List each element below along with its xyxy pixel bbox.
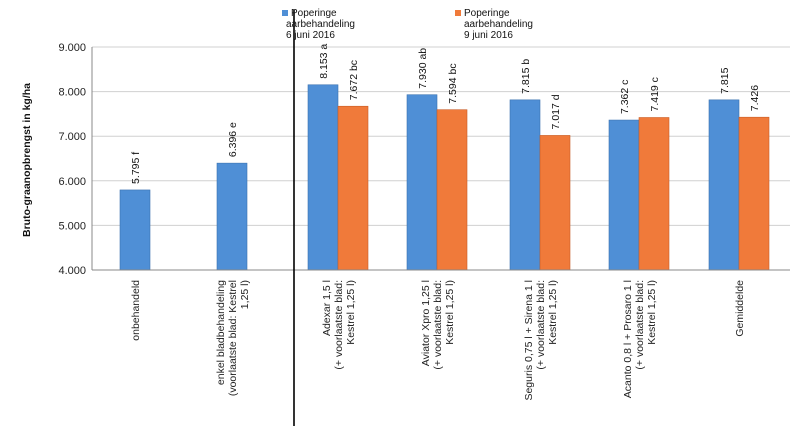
bar-series-2: [638, 117, 670, 271]
category-label: Aviator Xpro 1,25 l(+ voorlaatste blad:K…: [420, 280, 456, 370]
bars: [119, 84, 770, 271]
data-label: 7.426: [749, 85, 761, 111]
data-label: 5.795 f: [130, 152, 142, 184]
data-label: 7.362 c: [619, 80, 631, 114]
bar-series-1: [119, 189, 151, 271]
bar-series-1: [406, 94, 438, 271]
y-axis-title: Bruto-graanopbrengst in kg/ha: [21, 83, 33, 237]
y-tick-label: 9.000: [58, 42, 86, 54]
y-tick-label: 6.000: [58, 176, 86, 188]
data-labels: 5.795 f 6.396 e 8.153 a 7.672 bc 7.930 ab 7.5…: [130, 44, 761, 184]
y-tick-label: 7.000: [58, 131, 86, 143]
data-label: 7.815: [719, 67, 731, 93]
bar-series-2: [738, 116, 770, 271]
bar-series-1: [509, 99, 541, 271]
data-label: 8.153 a: [318, 44, 330, 79]
data-label: 7.930 ab: [417, 48, 429, 89]
y-tick-label: 8.000: [58, 87, 86, 99]
category-labels: onbehandeld enkel bladbehandeling(voorlaa…: [130, 280, 746, 401]
bar-series-2: [436, 109, 468, 271]
category-label: onbehandeld: [130, 280, 142, 341]
category-label: Adexar 1,5 l(+ voorlaatste blad:Kestrel …: [321, 280, 357, 370]
y-tick-labels: 4.000 5.000 6.000 7.000 8.000 9.000: [58, 42, 86, 277]
legend-entry: Poperinge aarbehandeling 6 juni 2016: [286, 8, 355, 41]
legend-entry: Poperinge aarbehandeling 9 juni 2016: [464, 8, 533, 41]
legend: Poperinge aarbehandeling 6 juni 2016 Poperi…: [282, 8, 533, 41]
data-label: 7.672 bc: [348, 60, 360, 100]
legend-swatch: [455, 10, 461, 16]
category-label: enkel bladbehandeling(voorlaatste blad: …: [215, 280, 251, 396]
bar-series-1: [608, 119, 640, 271]
category-label: Seguris 0,75 l + Sirena 1 l(+ voorlaatst…: [523, 280, 559, 401]
bar-series-2: [337, 105, 369, 271]
data-label: 7.017 d: [550, 94, 562, 129]
y-tick-label: 5.000: [58, 220, 86, 232]
data-label: 6.396 e: [227, 122, 239, 157]
legend-swatch: [282, 10, 288, 16]
bar-series-2: [539, 135, 571, 271]
bar-series-1: [307, 84, 339, 271]
data-label: 7.594 bc: [447, 63, 459, 103]
axes: [91, 10, 790, 426]
data-label: 7.815 b: [520, 59, 532, 94]
category-label: Gemiddelde: [734, 280, 746, 337]
category-label: Acanto 0,8 l + Prosaro 1 l(+ voorlaatste…: [622, 280, 658, 398]
y-tick-label: 4.000: [58, 265, 86, 277]
bar-series-1: [708, 99, 740, 271]
data-label: 7.419 c: [649, 77, 661, 111]
bar-series-1: [216, 162, 248, 271]
